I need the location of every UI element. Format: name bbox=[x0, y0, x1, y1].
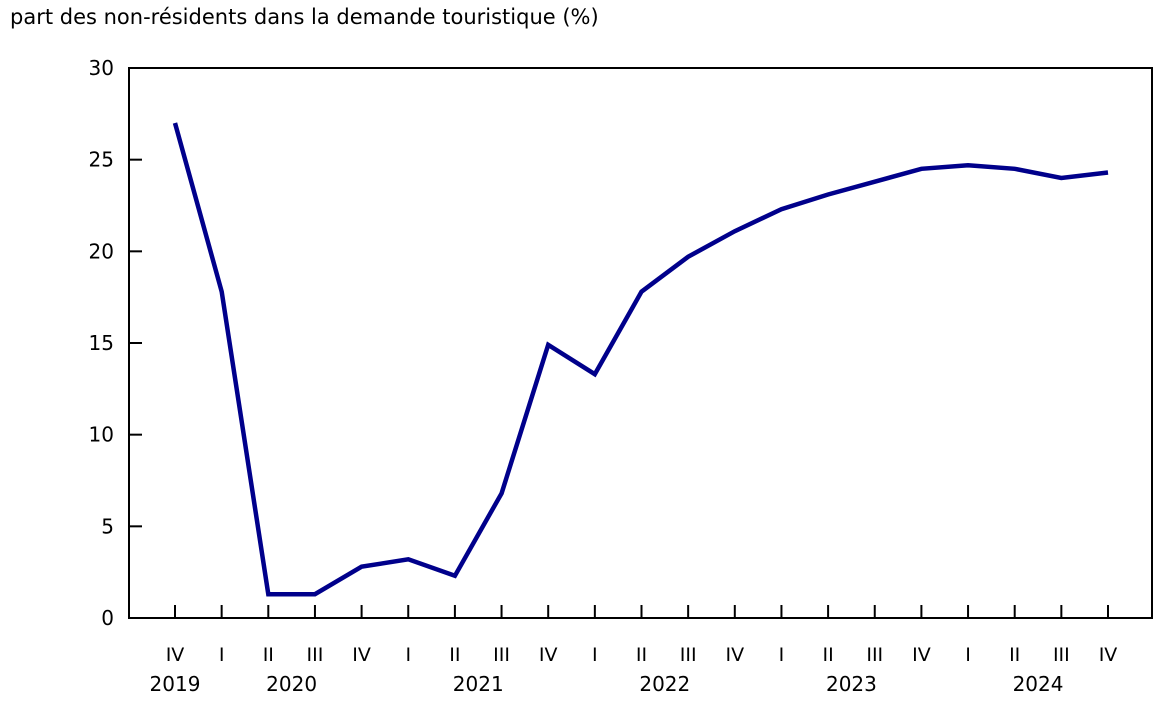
x-axis-tick-label: III bbox=[1053, 644, 1070, 666]
y-axis-tick-label: 0 bbox=[101, 606, 114, 630]
y-axis-tick-label: 20 bbox=[89, 239, 114, 263]
x-axis-tick-label: I bbox=[592, 644, 598, 666]
x-axis-tick-label: IV bbox=[1099, 644, 1118, 666]
x-axis-tick-label: I bbox=[405, 644, 411, 666]
data-line bbox=[172, 122, 1109, 597]
x-axis-tick-label: I bbox=[779, 644, 785, 666]
y-axis-tick-label: 5 bbox=[101, 514, 114, 538]
y-axis-tick-label: 15 bbox=[89, 331, 114, 355]
x-axis-tick-label: I bbox=[965, 644, 971, 666]
year-label: 2022 bbox=[639, 672, 690, 696]
x-axis-tick-label: I bbox=[219, 644, 225, 666]
year-label: 2021 bbox=[453, 672, 504, 696]
year-label: 2024 bbox=[1013, 672, 1064, 696]
year-label: 2023 bbox=[826, 672, 877, 696]
y-axis-tick-label: 25 bbox=[89, 148, 114, 172]
x-axis-tick-label: II bbox=[822, 644, 833, 666]
x-axis-tick-label: II bbox=[1009, 644, 1020, 666]
x-axis-tick-label: II bbox=[449, 644, 460, 666]
x-axis-tick-label: II bbox=[263, 644, 274, 666]
x-axis-tick-label: IV bbox=[352, 644, 371, 666]
x-axis-tick-label: IV bbox=[912, 644, 931, 666]
plot-box bbox=[128, 67, 1153, 619]
y-axis-tick-label: 30 bbox=[89, 56, 114, 80]
x-axis-tick-label: II bbox=[636, 644, 647, 666]
y-axis-tick-label: 10 bbox=[89, 423, 114, 447]
x-axis-tick-label: III bbox=[307, 644, 324, 666]
x-axis-tick-label: III bbox=[866, 644, 883, 666]
x-axis-tick-label: III bbox=[680, 644, 697, 666]
chart-title: part des non-résidents dans la demande t… bbox=[10, 5, 599, 29]
year-label: 2020 bbox=[266, 672, 317, 696]
x-axis-tick-label: IV bbox=[539, 644, 558, 666]
x-axis-tick-label: IV bbox=[166, 644, 185, 666]
year-label: 2019 bbox=[150, 672, 201, 696]
x-axis-tick-label: III bbox=[493, 644, 510, 666]
x-axis-tick-label: IV bbox=[725, 644, 744, 666]
